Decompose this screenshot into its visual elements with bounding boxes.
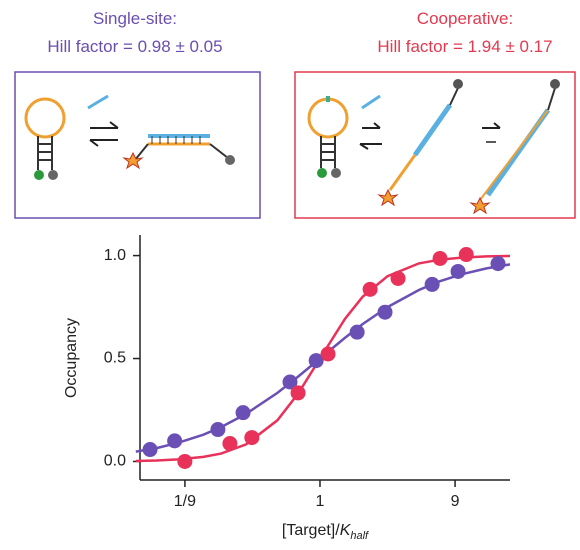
data-point (177, 454, 192, 469)
x-tick-label: 1/9 (174, 493, 196, 510)
x-tick-label: 9 (451, 493, 460, 510)
data-point (491, 256, 506, 271)
data-point (321, 347, 336, 362)
data-point (459, 247, 474, 262)
figure: Single-site: Hill factor = 0.98 ± 0.05 C… (0, 0, 580, 550)
x-tick-label: 1 (316, 493, 325, 510)
panel-title: Cooperative: (417, 9, 513, 28)
x-axis-label: [Target]/Khalf (282, 522, 369, 542)
data-point (143, 442, 158, 457)
panel-box (295, 72, 575, 218)
cooperative-diagram (309, 79, 560, 213)
panel-subtitle: Hill factor = 1.94 ± 0.17 (377, 37, 552, 56)
y-tick-label: 0.0 (104, 453, 126, 470)
data-point (244, 430, 259, 445)
data-point (222, 436, 237, 451)
data-point (433, 251, 448, 266)
data-point (167, 433, 182, 448)
data-point (210, 422, 225, 437)
panel-title: Single-site: (93, 9, 177, 28)
data-point (391, 271, 406, 286)
y-tick-label: 1.0 (104, 247, 126, 264)
x-label-text: [Target]/ (282, 522, 340, 539)
data-point (451, 264, 466, 279)
y-tick-label: 0.5 (104, 350, 126, 367)
data-point (291, 385, 306, 400)
panel-subtitle: Hill factor = 0.98 ± 0.05 (47, 37, 222, 56)
data-point (378, 305, 393, 320)
x-label-sub: half (350, 530, 369, 542)
data-point (425, 277, 440, 292)
single-site-diagram (26, 96, 235, 180)
data-point (350, 325, 365, 340)
data-point (363, 282, 378, 297)
data-point (236, 405, 251, 420)
y-axis-label: Occupancy (63, 318, 80, 398)
